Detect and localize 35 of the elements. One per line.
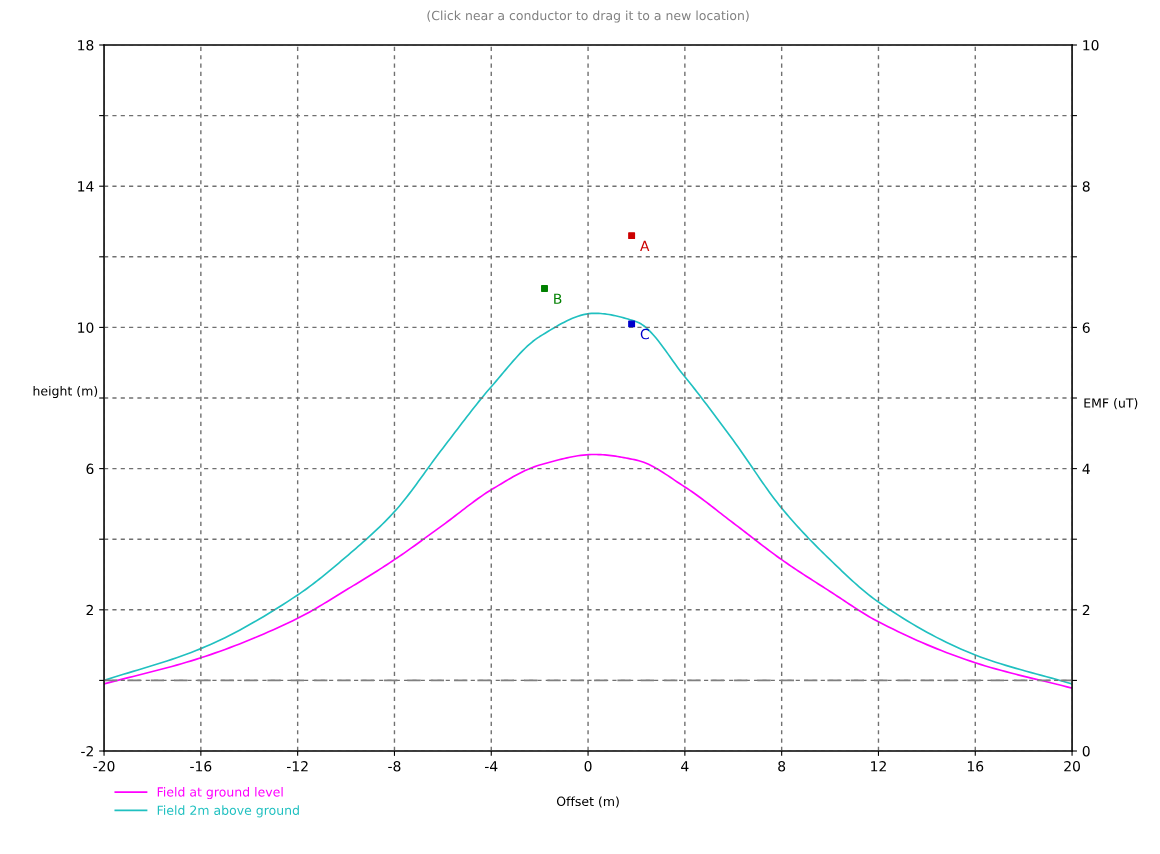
y-tick-label: 2 <box>86 604 93 616</box>
x-axis-title: Offset (m) <box>556 796 619 808</box>
y-tick-label: -2 <box>81 745 93 757</box>
legend-label: Field at ground level <box>157 786 283 800</box>
y-tick-label: 6 <box>86 463 94 475</box>
y2-tick-label: 2 <box>1082 604 1090 616</box>
y2-axis-title: EMF (uT) <box>1084 398 1138 410</box>
x-tick-label: 20 <box>1064 760 1080 772</box>
y-tick-label: 18 <box>78 39 94 51</box>
y-axis-title: height (m) <box>33 385 98 399</box>
x-tick-label: -12 <box>286 760 308 772</box>
point <box>628 232 636 240</box>
chart-title: (Click near a conductor to drag it to a new location) <box>427 10 749 23</box>
legend-label: Field 2m above ground <box>157 805 299 818</box>
x-tick-label: 4 <box>681 761 689 772</box>
x-tick-label: -16 <box>190 760 212 772</box>
y-tick-label: 14 <box>78 181 94 192</box>
series-label: C <box>640 328 649 340</box>
y2-tick-label: 8 <box>1082 181 1090 192</box>
x-tick-label: -4 <box>485 761 498 772</box>
y2-tick-label: 0 <box>1082 745 1090 757</box>
x-tick-label: 0 <box>584 760 592 772</box>
x-tick-label: 8 <box>778 760 786 772</box>
y2-tick-label: 6 <box>1082 322 1090 333</box>
series-label: A <box>640 240 650 251</box>
x-tick-label: 12 <box>871 760 886 772</box>
series-label: B <box>554 293 562 304</box>
point <box>541 285 548 293</box>
x-tick-label: -8 <box>388 760 401 772</box>
x-tick-label: 16 <box>967 760 984 772</box>
y2-tick-label: 10 <box>1083 39 1099 51</box>
y2-tick-label: 4 <box>1082 463 1090 474</box>
point <box>628 320 636 328</box>
x-tick-label: -20 <box>93 760 115 772</box>
y-tick-label: 10 <box>78 322 94 333</box>
